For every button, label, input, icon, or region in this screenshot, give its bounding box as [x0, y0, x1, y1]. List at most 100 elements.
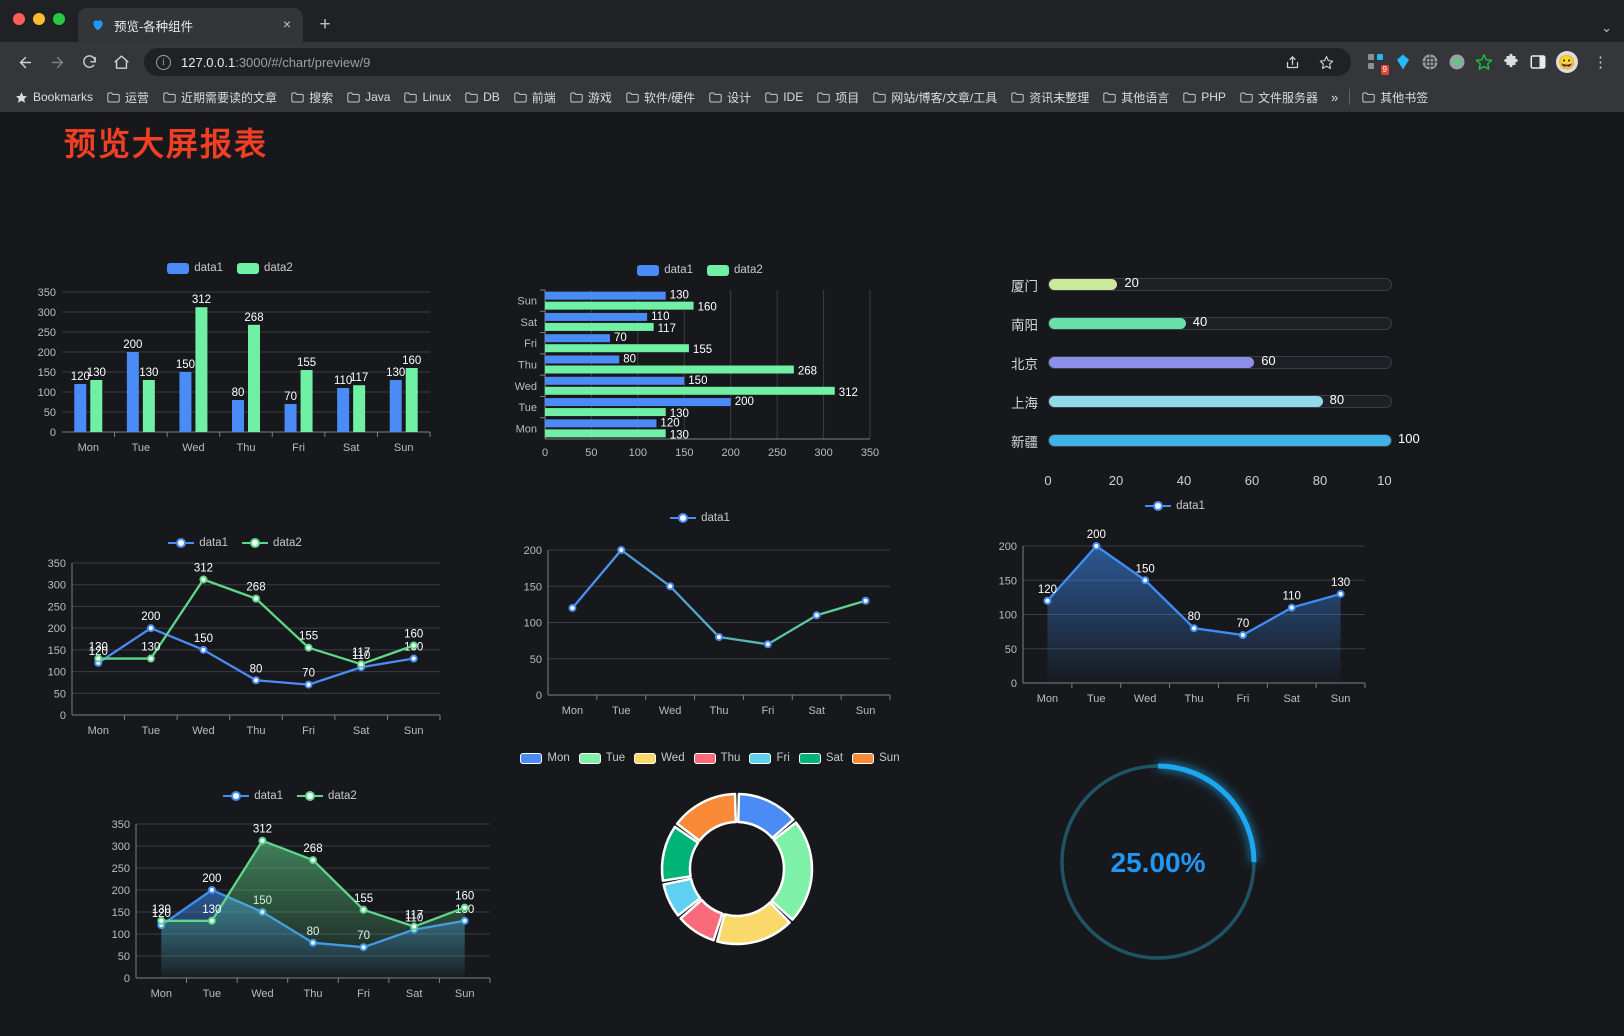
legend-item-data2[interactable]: data2 — [242, 537, 302, 549]
axis-tick-label: 200 — [38, 347, 56, 359]
bookmark-folder[interactable]: 资讯未整理 — [1004, 86, 1096, 109]
legend-item-data1[interactable]: data1 — [637, 264, 693, 276]
bookmark-folder[interactable]: 运营 — [100, 86, 156, 109]
axis-tick-label: Sun — [1331, 693, 1351, 705]
bookmark-folder[interactable]: IDE — [758, 87, 810, 107]
axis-tick-label: Tue — [142, 725, 161, 737]
diamond-icon[interactable] — [1394, 53, 1412, 71]
chevron-down-icon[interactable]: ⌄ — [1601, 20, 1612, 35]
legend-item-data2[interactable]: data2 — [237, 262, 293, 274]
bookmark-folder[interactable]: 其他语言 — [1096, 86, 1176, 109]
bookmark-star-icon[interactable] — [1311, 47, 1341, 77]
bookmark-folder[interactable]: PHP — [1176, 87, 1233, 107]
page-title: 预览大屏报表 — [64, 126, 269, 162]
area-fill — [161, 840, 465, 978]
bookmark-label: Linux — [422, 90, 452, 104]
forward-button[interactable] — [42, 47, 72, 77]
legend-item-sat[interactable]: Sat — [798, 752, 843, 764]
axis-tick-label: 150 — [48, 645, 66, 657]
legend-item-data2[interactable]: data2 — [707, 264, 763, 276]
data-point — [309, 856, 317, 865]
new-tab-button[interactable]: + — [319, 14, 331, 35]
back-button[interactable] — [10, 47, 40, 77]
area-single-svg: 0 50 100 150 200 Mon Tue Wed Thu Fri Sat Sun 120 200 1… — [999, 529, 1366, 705]
data-point — [304, 680, 313, 689]
bookmark-folder[interactable]: DB — [458, 87, 507, 107]
bookmark-folder[interactable]: 前端 — [507, 86, 563, 109]
axis-tick-label: 100 — [524, 618, 542, 630]
folder-icon — [1103, 92, 1116, 103]
legend-swatch — [707, 264, 729, 276]
bookmark-folder[interactable]: 软件/硬件 — [619, 86, 702, 109]
legend-swatch — [520, 752, 543, 764]
data-point — [410, 922, 419, 931]
axis-tick-label: Sat — [343, 442, 360, 454]
star-outline-icon[interactable] — [1475, 53, 1493, 71]
maximize-window-button[interactable] — [53, 13, 65, 25]
legend-item-tue[interactable]: Tue — [578, 752, 625, 764]
folder-icon — [1183, 92, 1196, 103]
axis-tick-label: Tue — [518, 402, 537, 414]
other-bookmarks-folder[interactable]: 其他书签 — [1355, 86, 1435, 109]
legend-item-data1[interactable]: data1 — [223, 790, 283, 802]
bookmark-folder[interactable]: 近期需要读的文章 — [156, 86, 284, 109]
data-point — [252, 594, 260, 603]
bookmark-folder[interactable]: 游戏 — [563, 86, 619, 109]
data-label: 70 — [302, 668, 315, 680]
axis-tick-label: 50 — [54, 688, 66, 700]
legend-swatch — [167, 262, 190, 274]
axis-tick-label: Fri — [357, 988, 370, 1000]
bookmark-folder[interactable]: 项目 — [810, 86, 866, 109]
data-label: 110 — [352, 650, 370, 662]
data-label: 130 — [670, 290, 689, 302]
browser-tab[interactable]: 预览-各种组件 × — [78, 8, 303, 42]
legend-item-fri[interactable]: Fri — [749, 752, 790, 764]
data-label: 150 — [176, 359, 195, 371]
axis-tick-label: Sat — [520, 317, 537, 329]
data-label: 312 — [192, 294, 211, 306]
axis-tick-label: Wed — [251, 988, 273, 1000]
legend-item-data1[interactable]: data1 — [1145, 500, 1205, 512]
bar-data1 — [545, 376, 685, 385]
reload-button[interactable] — [74, 47, 104, 77]
bookmark-folder[interactable]: 网站/博客/文章/工具 — [866, 86, 1004, 109]
bookmark-folder[interactable]: Java — [340, 87, 397, 107]
legend-item-data1[interactable]: data1 — [168, 537, 228, 549]
bookmark-folder[interactable]: 设计 — [702, 86, 758, 109]
legend-item-data1[interactable]: data1 — [670, 512, 730, 524]
bookmark-folder[interactable]: 搜索 — [284, 86, 340, 109]
legend-item-wed[interactable]: Wed — [634, 752, 685, 764]
legend-item-data2[interactable]: data2 — [297, 790, 357, 802]
legend-item-thu[interactable]: Thu — [693, 752, 740, 764]
avatar[interactable]: 😀 — [1556, 51, 1578, 73]
close-icon[interactable]: × — [282, 16, 292, 32]
axis-tick-label: 0 — [542, 447, 548, 459]
address-bar[interactable]: i 127.0.0.1:3000/#/chart/preview/9 — [144, 48, 1351, 76]
window-controls[interactable] — [13, 13, 65, 25]
share-icon[interactable] — [1277, 47, 1307, 77]
puzzle-icon[interactable] — [1502, 53, 1520, 71]
home-button[interactable] — [106, 47, 136, 77]
vertical-bar-svg: 050100150200250300350Mon120130Tue200130W… — [38, 287, 431, 454]
bookmark-folder[interactable]: 文件服务器 — [1233, 86, 1325, 109]
close-window-button[interactable] — [13, 13, 25, 25]
minimize-window-button[interactable] — [33, 13, 45, 25]
grid-blue-icon[interactable]: 9 — [1367, 53, 1389, 75]
info-icon[interactable]: i — [156, 54, 171, 70]
bar-data2 — [545, 301, 694, 310]
pie-slice-mon — [736, 792, 795, 840]
menu-icon[interactable]: ⋮ — [1593, 54, 1608, 71]
gauge-arc — [1157, 763, 1257, 863]
legend-item-mon[interactable]: Mon — [520, 752, 570, 764]
sidepanel-icon[interactable] — [1529, 53, 1547, 71]
legend-item-data1[interactable]: data1 — [167, 262, 223, 274]
circle-green-icon[interactable] — [1448, 53, 1466, 71]
bookmarks-root[interactable]: Bookmarks — [8, 87, 100, 107]
axis-tick-label: 300 — [48, 580, 66, 592]
bookmarks-overflow-icon[interactable]: » — [1330, 89, 1339, 105]
bar-data2 — [195, 307, 208, 432]
legend-item-sun[interactable]: Sun — [852, 752, 900, 764]
bookmark-folder[interactable]: Linux — [397, 87, 458, 107]
maze-icon[interactable] — [1421, 53, 1439, 71]
progress-value: 80 — [1329, 392, 1345, 407]
